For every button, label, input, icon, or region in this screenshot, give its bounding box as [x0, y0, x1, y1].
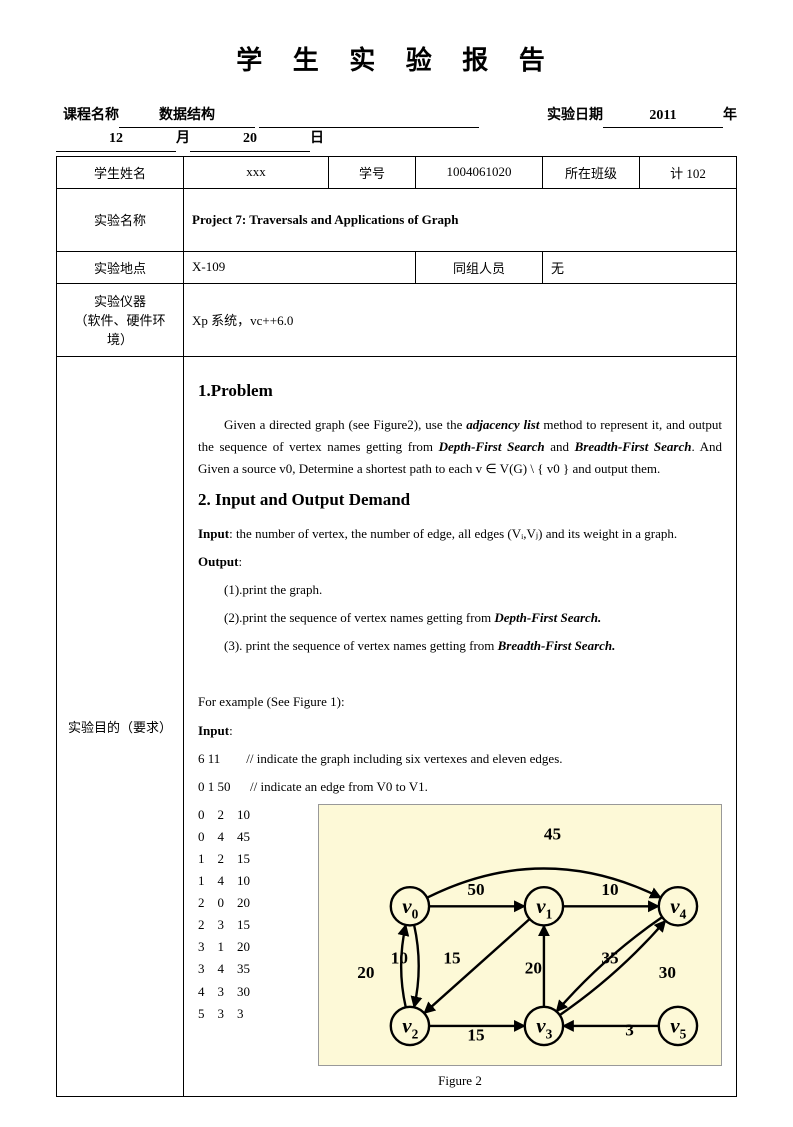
student-id-value: 1004061020 [416, 156, 543, 188]
section-heading: 2. Input and Output Demand [198, 486, 722, 515]
table-row: 实验仪器 （软件、硬件环境） Xp 系统，vc++6.0 [57, 283, 737, 356]
day: 20 [230, 128, 270, 151]
svg-text:15: 15 [443, 948, 460, 967]
output-item: (2).print the sequence of vertex names g… [198, 607, 722, 629]
requirements-label: 实验目的（要求） [57, 356, 184, 1096]
graph-figure: v0v1v2v3v4v5501045102015152035303 [318, 804, 722, 1066]
svg-text:45: 45 [544, 824, 561, 843]
input-line: 6 11 // indicate the graph including six… [198, 748, 722, 770]
svg-text:30: 30 [659, 963, 676, 982]
svg-text:50: 50 [467, 880, 484, 899]
date-label: 实验日期 [547, 108, 603, 123]
example-label: For example (See Figure 1): [198, 691, 722, 713]
year: 2011 [643, 105, 683, 128]
year-suffix: 年 [723, 108, 737, 123]
table-row: 实验地点 X-109 同组人员 无 [57, 251, 737, 283]
table-row: 学生姓名 xxx 学号 1004061020 所在班级 计 102 [57, 156, 737, 188]
report-table: 学生姓名 xxx 学号 1004061020 所在班级 计 102 实验名称 P… [56, 156, 737, 1097]
svg-text:3: 3 [625, 1020, 634, 1039]
meta-line: 课程名称 数据结构 实验日期 2011 年 12 月 20 日 [56, 105, 737, 152]
output-item: (3). print the sequence of vertex names … [198, 635, 722, 657]
input-desc: Input: the number of vertex, the number … [198, 523, 722, 545]
exp-name-label: 实验名称 [57, 188, 184, 251]
section-heading: 1.Problem [198, 377, 722, 406]
location-label: 实验地点 [57, 251, 184, 283]
student-name-value: xxx [184, 156, 329, 188]
course-value: 数据结构 [159, 105, 215, 128]
figure-caption: Figure 2 [198, 1070, 722, 1092]
svg-text:20: 20 [357, 963, 374, 982]
svg-text:10: 10 [391, 948, 408, 967]
class-value: 计 102 [640, 156, 737, 188]
team-label: 同组人员 [416, 251, 543, 283]
student-id-label: 学号 [329, 156, 416, 188]
problem-text: Given a directed graph (see Figure2), us… [198, 414, 722, 480]
env-value: Xp 系统，vc++6.0 [184, 283, 737, 356]
student-name-label: 学生姓名 [57, 156, 184, 188]
location-value: X-109 [184, 251, 416, 283]
svg-text:35: 35 [601, 948, 618, 967]
content-cell: 1.Problem Given a directed graph (see Fi… [184, 356, 737, 1096]
exp-name-value: Project 7: Traversals and Applications o… [184, 188, 737, 251]
table-row: 实验目的（要求） 1.Problem Given a directed grap… [57, 356, 737, 1096]
month-suffix: 月 [176, 131, 190, 146]
svg-text:15: 15 [467, 1025, 484, 1044]
env-label: 实验仪器 （软件、硬件环境） [57, 283, 184, 356]
course-label: 课程名称 [63, 108, 119, 123]
class-label: 所在班级 [543, 156, 640, 188]
output-desc: Output: [198, 551, 722, 573]
page-title: 学 生 实 验 报 告 [56, 40, 737, 77]
svg-text:10: 10 [601, 880, 618, 899]
team-value: 无 [543, 251, 737, 283]
month: 12 [96, 128, 136, 151]
input-label: Input: [198, 720, 722, 742]
svg-text:20: 20 [525, 958, 542, 977]
output-item: (1).print the graph. [198, 579, 722, 601]
day-suffix: 日 [310, 131, 324, 146]
table-row: 实验名称 Project 7: Traversals and Applicati… [57, 188, 737, 251]
input-line: 0 1 50 // indicate an edge from V0 to V1… [198, 776, 722, 798]
edges-list: 0 2 10 0 4 45 1 2 15 1 4 10 2 0 20 2 3 1… [198, 804, 298, 1025]
